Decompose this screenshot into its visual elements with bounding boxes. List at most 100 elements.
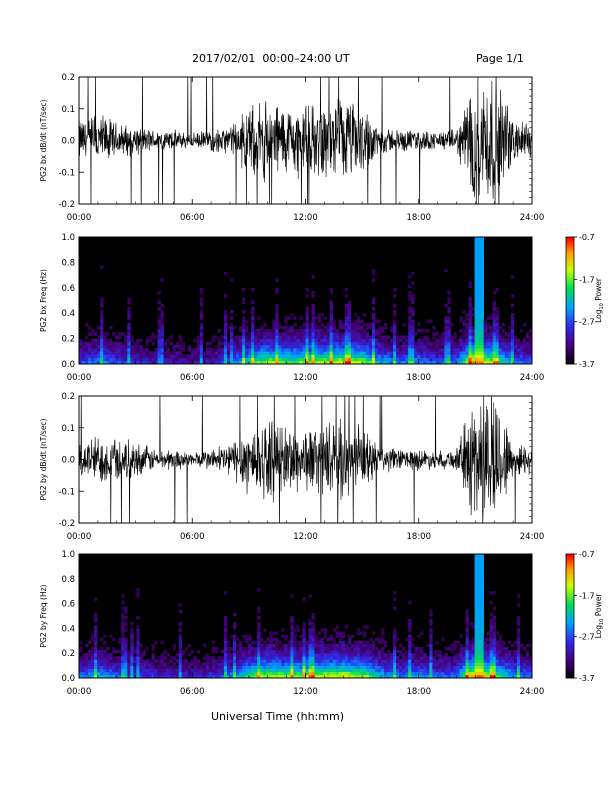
- heatmap-cell: [402, 360, 406, 365]
- heatmap-cell: [257, 662, 261, 666]
- heatmap-cell: [136, 588, 140, 592]
- colorbar-segment: [566, 321, 574, 325]
- heatmap-cell: [525, 662, 530, 666]
- heatmap-cell: [230, 348, 234, 352]
- heatmap-cell: [471, 325, 475, 330]
- heatmap-cell: [220, 351, 225, 355]
- heatmap-cell: [296, 351, 300, 355]
- heatmap-cell: [480, 278, 484, 282]
- heatmap-cell: [236, 348, 240, 352]
- heatmap-cell: [528, 354, 533, 358]
- heatmap-cell: [302, 332, 306, 336]
- heatmap-cell: [160, 653, 164, 657]
- heatmap-cell: [239, 665, 243, 669]
- heatmap-cell: [275, 306, 279, 311]
- heatmap-cell: [133, 662, 137, 666]
- heatmap-cell: [365, 674, 370, 679]
- heatmap-cell: [263, 640, 267, 645]
- heatmap-cell: [492, 303, 497, 308]
- colorbar-segment: [566, 251, 574, 255]
- heatmap-cell: [384, 674, 388, 679]
- heatmap-cell: [480, 313, 484, 317]
- heatmap-cell: [468, 665, 472, 669]
- heatmap-cell: [320, 674, 324, 679]
- y-axis-label: PG2 bx Freq (Hz): [39, 269, 48, 332]
- heatmap-cell: [317, 647, 321, 651]
- heatmap-cell: [381, 659, 385, 663]
- heatmap-cell: [399, 360, 403, 365]
- heatmap-cell: [477, 240, 481, 244]
- heatmap-cell: [112, 668, 116, 673]
- heatmap-cell: [217, 659, 222, 663]
- heatmap-cell: [284, 674, 288, 679]
- heatmap-cell: [477, 609, 481, 614]
- heatmap-cell: [269, 653, 273, 657]
- heatmap-cell: [293, 357, 297, 362]
- heatmap-cell: [281, 335, 285, 339]
- heatmap-cell: [329, 662, 333, 666]
- heatmap-cell: [154, 348, 158, 352]
- heatmap-cell: [462, 360, 466, 365]
- heatmap-cell: [260, 662, 264, 666]
- heatmap-cell: [272, 332, 276, 336]
- heatmap-cell: [495, 662, 500, 666]
- heatmap-cell: [453, 640, 457, 645]
- heatmap-cell: [504, 668, 509, 673]
- heatmap-cell: [290, 628, 294, 632]
- heatmap-cell: [100, 313, 104, 317]
- heatmap-cell: [480, 237, 484, 241]
- heatmap-cell: [522, 662, 527, 666]
- heatmap-cell: [438, 656, 442, 660]
- heatmap-cell: [365, 338, 370, 343]
- heatmap-cell: [399, 348, 403, 352]
- heatmap-cell: [278, 360, 282, 365]
- heatmap-cell: [335, 662, 340, 666]
- heatmap-cell: [314, 338, 318, 343]
- heatmap-cell: [314, 634, 318, 638]
- heatmap-cell: [214, 662, 219, 666]
- heatmap-cell: [317, 637, 321, 642]
- heatmap-cell: [139, 351, 143, 355]
- heatmap-cell: [329, 637, 333, 642]
- heatmap-cell: [287, 653, 291, 657]
- heatmap-cell: [290, 313, 294, 317]
- heatmap-cell: [311, 275, 315, 279]
- heatmap-cell: [178, 628, 182, 632]
- heatmap-cell: [510, 671, 515, 676]
- heatmap-cell: [272, 659, 276, 663]
- heatmap-cell: [377, 659, 382, 663]
- x-tick-label: 06:00: [180, 373, 205, 383]
- heatmap-cell: [94, 671, 98, 676]
- heatmap-cell: [136, 637, 140, 642]
- heatmap-cell: [317, 656, 321, 660]
- heatmap-cell: [411, 325, 415, 330]
- heatmap-cell: [465, 625, 469, 629]
- heatmap-cell: [269, 351, 273, 355]
- heatmap-cell: [368, 674, 373, 679]
- heatmap-cell: [223, 591, 228, 595]
- heatmap-cell: [293, 335, 297, 339]
- heatmap-cell: [480, 656, 484, 660]
- heatmap-cell: [178, 360, 182, 365]
- heatmap-cell: [498, 662, 503, 666]
- heatmap-cell: [359, 332, 364, 336]
- heatmap-cell: [408, 319, 412, 324]
- heatmap-cell: [196, 650, 201, 654]
- heatmap-cell: [109, 656, 113, 660]
- heatmap-cell: [323, 335, 327, 339]
- heatmap-cell: [356, 329, 361, 333]
- heatmap-cell: [483, 344, 487, 349]
- heatmap-cell: [115, 668, 119, 673]
- heatmap-cell: [356, 348, 361, 352]
- heatmap-cell: [233, 653, 237, 657]
- heatmap-cell: [387, 344, 391, 349]
- heatmap-cell: [169, 665, 173, 669]
- heatmap-cell: [365, 354, 370, 358]
- heatmap-cell: [281, 671, 285, 676]
- heatmap-cell: [501, 640, 506, 645]
- heatmap-cell: [435, 674, 439, 679]
- heatmap-cell: [242, 300, 246, 304]
- heatmap-cell: [257, 609, 261, 614]
- heatmap-cell: [516, 653, 521, 657]
- heatmap-cell: [106, 647, 110, 651]
